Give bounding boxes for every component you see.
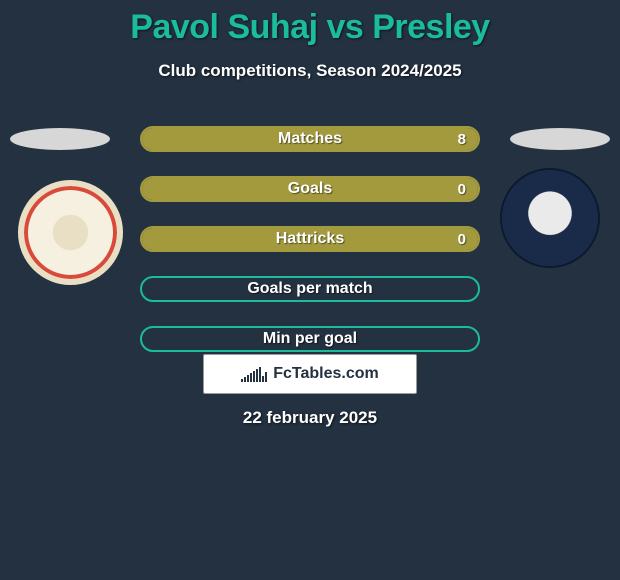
badge-bar [265,372,267,382]
stat-label: Goals per match [247,280,372,298]
player-left-shadow [10,128,110,150]
stat-label: Goals [288,180,332,198]
stat-pill: Min per goal [140,326,480,352]
player-right-shadow [510,128,610,150]
badge-bar [256,369,258,382]
stat-pill: Hattricks 0 [140,226,480,252]
site-badge-icon [241,366,267,382]
site-badge-label: FcTables.com [273,365,379,383]
stat-value: 0 [458,231,466,248]
stat-pill: Goals 0 [140,176,480,202]
badge-bar [244,377,246,382]
stat-label: Hattricks [276,230,344,248]
stat-label: Matches [278,130,342,148]
date-label: 22 february 2025 [0,408,620,428]
stat-pill: Goals per match [140,276,480,302]
stat-label: Min per goal [263,330,357,348]
club-crest-left [18,180,123,285]
stats-rows: Matches 8 Goals 0 Hattricks 0 Goals per match M… [140,126,480,352]
badge-bar [250,373,252,382]
stat-value: 8 [458,131,466,148]
club-crest-right [502,170,598,266]
page-subtitle: Club competitions, Season 2024/2025 [0,61,620,81]
badge-bar [253,371,255,382]
badge-bar [262,376,264,382]
site-badge: FcTables.com [203,354,417,394]
stat-pill: Matches 8 [140,126,480,152]
badge-bar [259,367,261,382]
badge-bar [241,379,243,382]
stat-value: 0 [458,181,466,198]
page-title: Pavol Suhaj vs Presley [0,0,620,47]
badge-bar [247,375,249,382]
